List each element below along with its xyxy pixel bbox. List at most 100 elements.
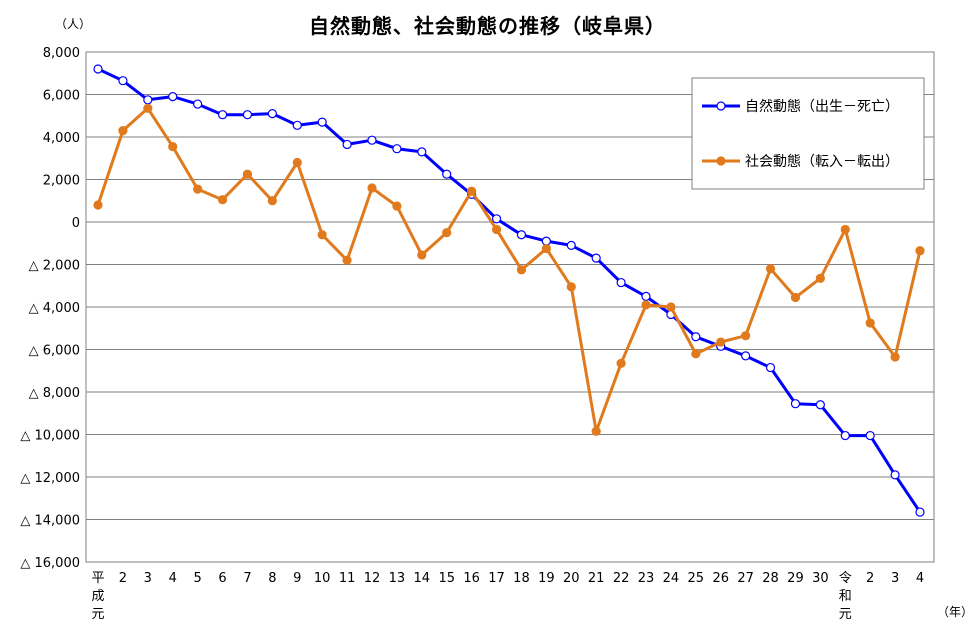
data-point bbox=[267, 109, 277, 119]
x-tick-label: 5 bbox=[193, 571, 201, 586]
data-point bbox=[790, 399, 801, 409]
data-point bbox=[666, 302, 676, 312]
data-point bbox=[417, 250, 427, 260]
y-tick-label: 6,000 bbox=[43, 89, 80, 104]
series-line bbox=[96, 106, 922, 433]
data-point bbox=[641, 300, 651, 310]
data-point bbox=[616, 358, 626, 368]
x-tick-label: 3 bbox=[891, 571, 899, 586]
y-tick-label: △ 16,000 bbox=[20, 556, 80, 571]
data-point bbox=[118, 126, 128, 136]
data-point bbox=[292, 157, 302, 168]
data-point bbox=[840, 430, 850, 441]
y-axis-ticks: 8,000 6,000 4,000 2,000 0 △ 2,000 △ 4,000 △ 6,0… bbox=[20, 46, 80, 571]
data-point bbox=[566, 240, 576, 250]
data-point bbox=[242, 110, 253, 120]
legend-marker bbox=[716, 156, 726, 166]
data-point bbox=[168, 92, 178, 102]
x-axis-unit: （年） bbox=[937, 605, 973, 619]
x-tick-label: 22 bbox=[613, 571, 630, 586]
x-tick-label: 24 bbox=[663, 571, 680, 586]
data-point bbox=[93, 200, 103, 210]
y-tick-label: △ 14,000 bbox=[20, 514, 80, 529]
data-point bbox=[541, 243, 551, 254]
x-tick-label: 8 bbox=[268, 571, 276, 586]
legend-label: 自然動態（出生－死亡） bbox=[745, 98, 899, 115]
y-tick-label: △ 10,000 bbox=[20, 429, 80, 444]
data-point bbox=[616, 277, 626, 288]
data-point bbox=[915, 507, 925, 517]
data-point bbox=[840, 224, 850, 235]
data-point bbox=[591, 426, 601, 436]
data-point bbox=[392, 201, 402, 211]
data-point bbox=[890, 352, 900, 362]
x-tick-label: 令和元 bbox=[839, 571, 852, 622]
x-tick-label: 19 bbox=[538, 571, 555, 586]
data-point bbox=[765, 362, 776, 373]
data-point bbox=[193, 99, 203, 109]
legend-marker bbox=[716, 101, 726, 111]
x-tick-label: 30 bbox=[812, 571, 829, 586]
x-tick-label: 7 bbox=[243, 571, 251, 586]
x-tick-label: 27 bbox=[737, 571, 754, 586]
series-line bbox=[97, 67, 922, 513]
data-point bbox=[741, 331, 751, 341]
x-tick-label: 29 bbox=[787, 571, 804, 586]
y-tick-label: △ 12,000 bbox=[20, 471, 80, 486]
data-point bbox=[566, 282, 576, 292]
y-tick-label: 0 bbox=[72, 216, 80, 231]
x-tick-label: 13 bbox=[389, 571, 406, 586]
data-point bbox=[93, 64, 103, 74]
data-point bbox=[193, 184, 203, 194]
data-point bbox=[417, 147, 427, 157]
data-point bbox=[342, 255, 352, 265]
x-tick-label: 平成元 bbox=[91, 571, 104, 622]
data-point bbox=[143, 95, 153, 105]
y-axis-unit: （人） bbox=[55, 17, 91, 31]
y-tick-label: 2,000 bbox=[43, 174, 80, 189]
data-point bbox=[716, 337, 726, 347]
data-point bbox=[691, 349, 701, 359]
x-tick-label: 3 bbox=[144, 571, 152, 586]
data-point bbox=[641, 291, 651, 301]
x-tick-label: 14 bbox=[414, 571, 431, 586]
chart-title: 自然動態、社会動態の推移（岐阜県） bbox=[309, 14, 666, 38]
data-point bbox=[741, 351, 751, 361]
data-point bbox=[890, 470, 900, 480]
y-tick-label: △ 2,000 bbox=[29, 259, 80, 274]
x-tick-label: 9 bbox=[293, 571, 301, 586]
x-tick-label: 18 bbox=[513, 571, 530, 586]
data-point bbox=[317, 230, 327, 240]
x-tick-label: 4 bbox=[916, 571, 924, 586]
series-layer bbox=[93, 64, 925, 517]
x-tick-label: 11 bbox=[339, 571, 356, 586]
x-tick-label: 23 bbox=[638, 571, 655, 586]
x-tick-label: 15 bbox=[438, 571, 455, 586]
data-point bbox=[691, 332, 701, 342]
x-tick-label: 20 bbox=[563, 571, 580, 586]
x-tick-label: 4 bbox=[169, 571, 177, 586]
x-tick-label: 17 bbox=[488, 571, 505, 586]
data-point bbox=[865, 318, 875, 328]
x-tick-label: 25 bbox=[688, 571, 705, 586]
x-tick-label: 28 bbox=[762, 571, 779, 586]
data-point bbox=[367, 135, 377, 145]
data-point bbox=[491, 224, 502, 235]
data-point bbox=[790, 292, 801, 303]
x-tick-label: 2 bbox=[119, 571, 127, 586]
data-point bbox=[491, 214, 502, 224]
data-point bbox=[267, 196, 277, 206]
data-point bbox=[217, 110, 228, 120]
x-tick-label: 26 bbox=[712, 571, 729, 586]
legend-box bbox=[691, 77, 925, 190]
data-point bbox=[342, 139, 352, 150]
data-point bbox=[467, 186, 477, 196]
data-point bbox=[516, 230, 527, 240]
x-tick-label: 6 bbox=[218, 571, 226, 586]
x-tick-label: 12 bbox=[364, 571, 381, 586]
x-tick-label: 10 bbox=[314, 571, 331, 586]
legend-label: 社会動態（転入－転出） bbox=[745, 154, 899, 170]
data-point bbox=[118, 76, 128, 86]
data-point bbox=[143, 103, 153, 113]
